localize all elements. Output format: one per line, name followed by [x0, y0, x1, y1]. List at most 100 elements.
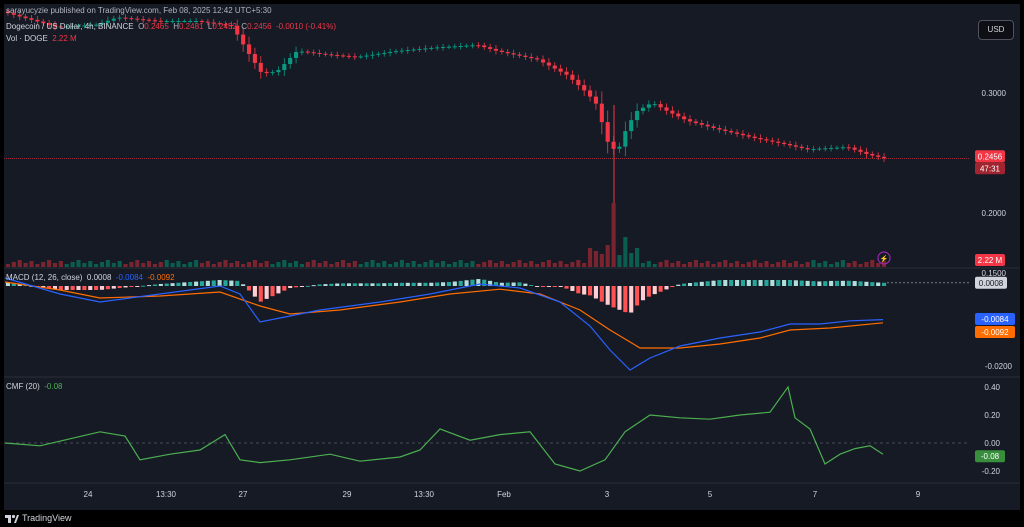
candle-body [776, 141, 781, 143]
volume-bar [858, 264, 863, 267]
candle-body [294, 52, 299, 59]
currency-button[interactable]: USD [978, 20, 1014, 40]
volume-bar [552, 263, 557, 267]
macd-histogram-bar [470, 279, 475, 286]
volume-bar [529, 261, 534, 267]
candle-body [399, 50, 404, 52]
candle-body [235, 25, 240, 35]
macd-histogram-bar [229, 280, 234, 286]
macd-histogram-bar [170, 283, 175, 286]
candle-body [329, 54, 334, 56]
candle-body [11, 13, 16, 15]
volume-bar [199, 263, 205, 267]
macd-histogram-bar [364, 283, 369, 286]
macd-histogram-bar [517, 282, 522, 286]
time-tick-label: 7 [813, 490, 818, 499]
volume-bar [111, 263, 116, 267]
volume-bar [147, 261, 152, 267]
macd-histogram-bar [399, 282, 404, 286]
candle-body [317, 52, 322, 54]
volume-bar [141, 263, 146, 267]
candle-body [752, 136, 757, 139]
candle-body [517, 54, 522, 56]
macd-histogram-bar [876, 282, 881, 286]
candle-body [194, 21, 199, 22]
volume-bar [523, 263, 528, 267]
macd-histogram-bar [152, 284, 157, 286]
macd-signal-value: -0.0092 [147, 273, 175, 282]
time-tick-label: 29 [343, 490, 352, 499]
volume-bar [811, 260, 816, 267]
volume-bar [23, 263, 28, 267]
macd-histogram-bar [740, 280, 745, 286]
candle-body [52, 24, 58, 27]
candle-body [211, 22, 216, 24]
low-label: L [207, 22, 213, 31]
macd-histogram-bar [717, 280, 722, 286]
volume-bar [188, 262, 193, 267]
price-tick-label: 0.3000 [982, 89, 1007, 98]
macd-histogram-bar [176, 282, 181, 286]
macd-histogram-bar [147, 285, 152, 287]
macd-histogram-bar [652, 286, 657, 295]
volume-bar [870, 260, 875, 267]
candle-body [270, 72, 275, 74]
candle-body [817, 148, 822, 150]
candle-body [47, 23, 52, 25]
macd-histogram-bar [270, 286, 275, 297]
volume-bar [482, 262, 487, 267]
candle-body [341, 55, 346, 57]
volume-bar [11, 262, 16, 267]
macd-histogram-bar [158, 283, 163, 286]
volume-bar [252, 260, 257, 267]
macd-histogram-bar [617, 286, 622, 310]
candle-body [488, 47, 493, 49]
macd-histogram-bar [635, 286, 640, 306]
volume-bar [329, 264, 334, 267]
countdown-badge-bg [975, 162, 1005, 175]
candle-body [693, 121, 698, 124]
volume-bar [411, 261, 416, 267]
macd-histogram-bar [523, 283, 528, 286]
macd-histogram-bar [640, 286, 646, 301]
volume-bar [599, 254, 604, 267]
candle-body [405, 50, 410, 52]
macd-histogram-bar [664, 286, 669, 290]
volume-bar [205, 261, 210, 267]
volume-bar [782, 260, 787, 267]
volume-bar [364, 262, 369, 267]
volume-bar [105, 260, 110, 267]
candle-body [846, 147, 851, 149]
macd-hist-badge-bg [975, 276, 1007, 289]
candle-body [446, 46, 451, 48]
macd-histogram-bar [658, 286, 663, 292]
candle-body [458, 45, 463, 47]
volume-bar [511, 262, 516, 267]
volume-bar [52, 263, 58, 267]
macd-histogram-bar [823, 281, 828, 286]
macd-histogram-bar [529, 284, 534, 286]
candle-body [740, 133, 745, 136]
volume-bar [170, 263, 175, 267]
macd-line-badge: -0.0084 [981, 315, 1009, 324]
volume-bar [458, 260, 463, 267]
macd-histogram-bar [47, 286, 52, 289]
macd-histogram-bar [64, 286, 69, 290]
macd-histogram-bar [405, 282, 410, 286]
volume-bar [617, 255, 622, 267]
volume-bar [64, 264, 69, 267]
volume-bar [264, 261, 269, 267]
volume-bar [358, 264, 363, 267]
macd-histogram-bar [246, 286, 252, 291]
volume-bar [829, 264, 834, 267]
macd-histogram-bar [793, 280, 798, 286]
macd-histogram-bar [11, 283, 16, 286]
time-tick-label: 24 [84, 490, 93, 499]
volume-bar [194, 260, 199, 267]
macd-histogram-bar [252, 286, 257, 297]
macd-histogram-bar [493, 282, 499, 286]
macd-histogram-bar [605, 286, 610, 305]
chart-area[interactable] [4, 4, 1020, 510]
volume-bar [787, 263, 793, 267]
cmf-legend-value: -0.08 [44, 382, 63, 391]
